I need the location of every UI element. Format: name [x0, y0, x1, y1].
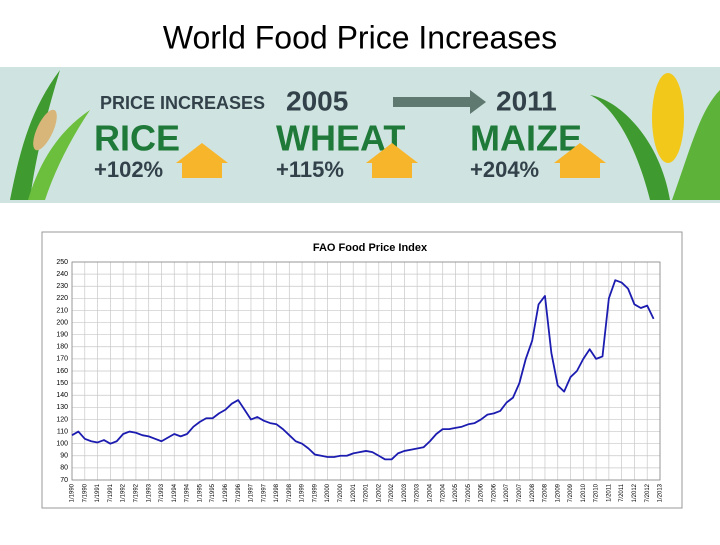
plant-leaf	[590, 95, 670, 200]
y-tick-label: 120	[56, 416, 68, 423]
x-tick-label: 1/1993	[146, 483, 152, 502]
plant-leaf	[672, 90, 720, 200]
banner-arrow	[393, 90, 486, 114]
crop-name: RICE	[94, 118, 180, 159]
crop-change: +115%	[276, 157, 344, 182]
x-tick-label: 7/1994	[185, 483, 191, 502]
plot: 70 80 90 100 110 120 130 140 150 160 170 180 190 200 2…	[56, 259, 663, 503]
x-tick-label: 7/2004	[440, 483, 446, 502]
up-arrow-icon	[554, 143, 606, 178]
x-tick-label: 7/2008	[543, 483, 549, 502]
corn-cob	[652, 73, 684, 163]
x-tick-label: 7/2002	[389, 483, 395, 502]
up-arrow-icon	[176, 143, 228, 178]
x-tick-label: 1/2004	[427, 483, 433, 502]
x-tick-label: 7/2005	[466, 483, 472, 502]
x-tick-label: 7/1997	[261, 483, 267, 502]
x-tick-label: 1/2003	[402, 483, 408, 502]
x-tick-label: 1/2002	[376, 483, 382, 502]
y-tick-label: 190	[56, 332, 68, 339]
x-tick-label: 7/1999	[312, 483, 318, 502]
banner-background	[0, 67, 720, 203]
chart-frame	[41, 231, 683, 509]
x-tick-label: 1/2008	[530, 483, 536, 502]
y-tick-label: 210	[56, 307, 68, 314]
x-tick-label: 7/2010	[594, 483, 600, 502]
x-tick-label: 1/2001	[351, 483, 357, 502]
x-tick-label: 1/1994	[172, 483, 178, 502]
chart-title: FAO Food Price Index	[313, 242, 428, 254]
x-tick-label: 7/2007	[517, 483, 523, 502]
x-tick-label: 1/1999	[300, 483, 306, 502]
y-tick-label: 70	[60, 477, 68, 484]
y-tick-label: 150	[56, 380, 68, 387]
crop-change: +204%	[470, 157, 539, 182]
y-tick-label: 250	[56, 259, 68, 266]
banner-year: 2011	[496, 85, 557, 116]
up-arrow-icon	[366, 143, 418, 178]
x-tick-label: 7/2006	[491, 483, 497, 502]
x-tick-label: 7/1998	[287, 483, 293, 502]
y-tick-label: 90	[60, 453, 68, 460]
x-tick-label: 1/2006	[479, 483, 485, 502]
x-tick-label: 1/1995	[197, 483, 203, 502]
x-tick-label: 1/2010	[581, 483, 587, 502]
x-tick-label: 1/1992	[121, 483, 127, 502]
series-line	[71, 279, 655, 461]
banner-year: 2005	[286, 85, 348, 116]
y-tick-label: 80	[60, 465, 68, 472]
plot-border	[71, 261, 661, 481]
y-tick-label: 240	[56, 271, 68, 278]
x-tick-label: 1/1997	[249, 483, 255, 502]
x-tick-label: 1/1991	[95, 483, 101, 502]
x-tick-label: 7/1992	[133, 483, 139, 502]
crop-name: MAIZE	[470, 118, 582, 159]
x-tick-label: 7/1990	[82, 483, 88, 502]
x-tick-label: 1/2013	[658, 483, 664, 502]
y-tick-label: 230	[56, 283, 68, 290]
x-tick-label: 7/2012	[645, 483, 651, 502]
plant-leaf	[28, 110, 90, 200]
x-tick-label: 7/2009	[568, 483, 574, 502]
x-tick-label: 1/2007	[504, 483, 510, 502]
rice-grain	[33, 109, 57, 151]
y-tick-label: 160	[56, 368, 68, 375]
y-tick-label: 100	[56, 441, 68, 448]
slide-title: World Food Price Increases	[163, 19, 557, 55]
y-tick-label: 140	[56, 392, 68, 399]
x-tick-label: 1/2009	[555, 483, 561, 502]
x-tick-label: 7/2003	[415, 483, 421, 502]
y-tick-label: 220	[56, 295, 68, 302]
x-tick-label: 1/1996	[223, 483, 229, 502]
y-tick-label: 130	[56, 404, 68, 411]
banner-caption: PRICE INCREASES	[100, 93, 265, 113]
x-tick-label: 7/1993	[159, 483, 165, 502]
x-tick-label: 7/2001	[364, 483, 370, 502]
x-tick-label: 1/1998	[274, 483, 280, 502]
x-tick-label: 1/2012	[632, 483, 638, 502]
y-tick-label: 170	[56, 356, 68, 363]
x-tick-label: 7/1995	[210, 483, 216, 502]
x-tick-label: 7/1991	[108, 483, 114, 502]
x-tick-label: 1/2000	[325, 483, 331, 502]
y-tick-label: 110	[57, 428, 68, 435]
x-tick-label: 1/2011	[606, 483, 612, 502]
x-tick-label: 7/2000	[338, 483, 344, 502]
crop-change: +102%	[94, 157, 163, 182]
banner: PRICE INCREASES 2005 2011 RICE +102% WHE…	[0, 67, 720, 203]
x-tick-label: 1/2005	[453, 483, 459, 502]
y-tick-label: 180	[56, 344, 68, 351]
y-tick-label: 200	[56, 319, 68, 326]
x-tick-label: 7/1996	[236, 483, 242, 502]
x-tick-label: 1/1990	[70, 483, 76, 502]
x-tick-label: 7/2011	[619, 483, 625, 502]
